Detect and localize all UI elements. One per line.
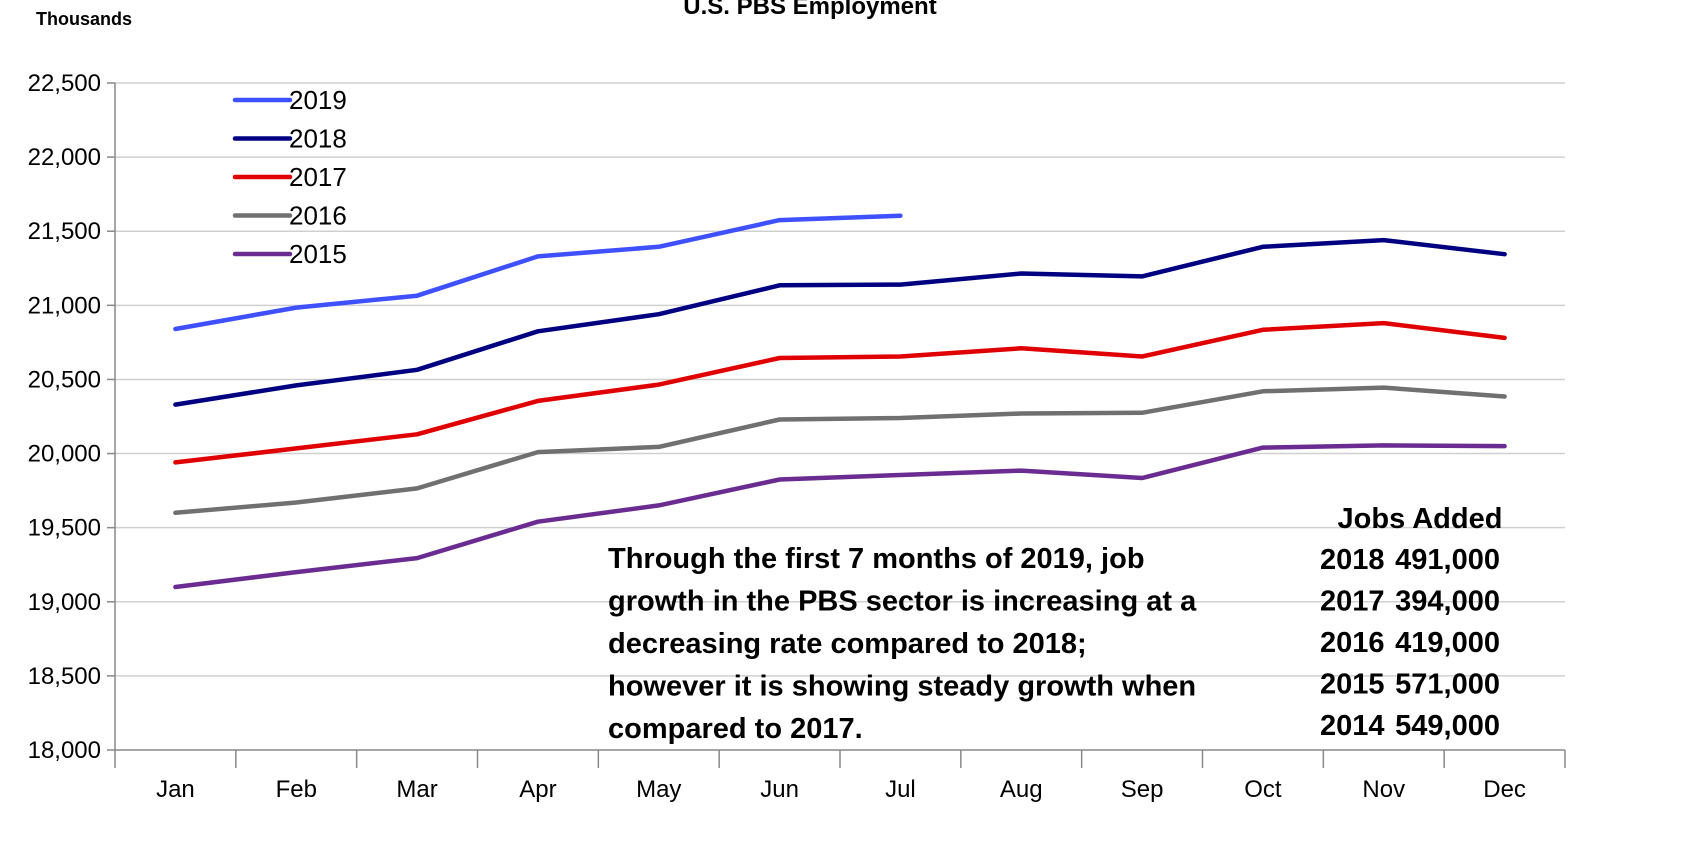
legend-label-2019: 2019 [289,85,347,115]
annotation-line: decreasing rate compared to 2018; [608,628,1087,660]
legend-label-2015: 2015 [289,239,347,269]
series-line-2015 [173,443,1507,590]
annotation-line: Through the first 7 months of 2019, job [608,543,1145,575]
series-line-2016 [173,385,1507,516]
annotation-text: Through the first 7 months of 2019, job g… [608,543,1197,745]
annotation-line: however it is showing steady growth when [608,671,1196,703]
y-tick-label: 20,000 [28,441,101,468]
y-tick-label: 21,500 [28,218,101,245]
units-label: Thousands [36,9,132,29]
legend-label-2018: 2018 [289,124,347,154]
y-tick-label: 19,500 [28,515,101,542]
jobs-added-value: 394,000 [1395,586,1500,618]
x-tick-label: Jul [885,776,916,803]
y-tick-label: 19,000 [28,589,101,616]
x-tick-label: Mar [396,776,437,803]
y-tick-label: 22,500 [28,70,101,97]
series-line-2019 [173,213,903,332]
jobs-added-year: 2018 [1320,544,1385,576]
jobs-added-table: Jobs Added 2018 491,000 2017 394,000 2016 419,… [1320,503,1502,742]
x-axis-tick-labels: Jan Feb Mar Apr May Jun Jul Aug Sep Oct Nov Dec [114,750,1566,803]
x-tick-label: Sep [1121,776,1164,803]
x-tick-label: Feb [276,776,317,803]
x-tick-label: Jun [760,776,799,803]
legend-label-2017: 2017 [289,162,347,192]
x-tick-label: Oct [1244,776,1282,803]
annotation-line: growth in the PBS sector is increasing a… [608,586,1197,618]
legend-label-2016: 2016 [289,201,347,231]
x-tick-label: Dec [1483,776,1526,803]
x-tick-label: May [636,776,681,803]
y-tick-label: 22,000 [28,144,101,171]
jobs-added-value: 419,000 [1395,627,1500,659]
series-lines [173,213,1507,590]
series-line-2018 [173,237,1507,407]
chart-title: U.S. PBS Employment [683,0,936,20]
series-line-2017 [173,320,1507,465]
x-tick-label: Aug [1000,776,1043,803]
jobs-added-value: 549,000 [1395,710,1500,742]
legend: 2019 2018 2017 2016 2015 [232,85,347,269]
y-tick-label: 21,000 [28,292,101,319]
x-tick-label: Apr [519,776,556,803]
jobs-added-value: 491,000 [1395,544,1500,576]
annotation-line: compared to 2017. [608,713,863,745]
x-tick-label: Jan [156,776,195,803]
y-tick-label: 20,500 [28,366,101,393]
y-tick-label: 18,500 [28,663,101,690]
jobs-added-year: 2014 [1320,710,1385,742]
jobs-added-title: Jobs Added [1338,503,1503,535]
jobs-added-value: 571,000 [1395,669,1500,701]
y-axis-tick-labels: 18,000 18,500 19,000 19,500 20,000 20,500 21,0… [28,70,115,764]
jobs-added-year: 2015 [1320,669,1385,701]
jobs-added-year: 2017 [1320,586,1385,618]
y-tick-label: 18,000 [28,737,101,764]
jobs-added-year: 2016 [1320,627,1385,659]
x-tick-label: Nov [1362,776,1405,803]
